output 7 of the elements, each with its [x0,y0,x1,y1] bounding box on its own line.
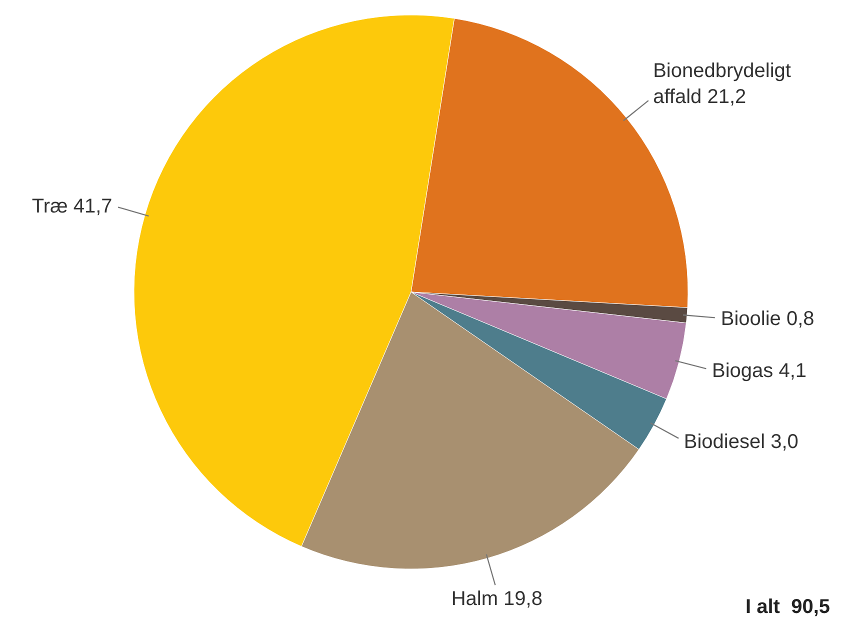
slice-label: Bionedbrydeligt affald 21,2 [653,60,792,108]
slice-label: Bioolie 0,8 [720,308,814,330]
slice-label: Træ 41,7 [32,195,112,218]
text: I alt 90,5 [746,596,830,618]
slice-label: Halm 19,8 [451,588,542,610]
slice-label: Biogas 4,1 [712,360,807,382]
slice-label: Biodiesel 3,0 [684,431,798,454]
